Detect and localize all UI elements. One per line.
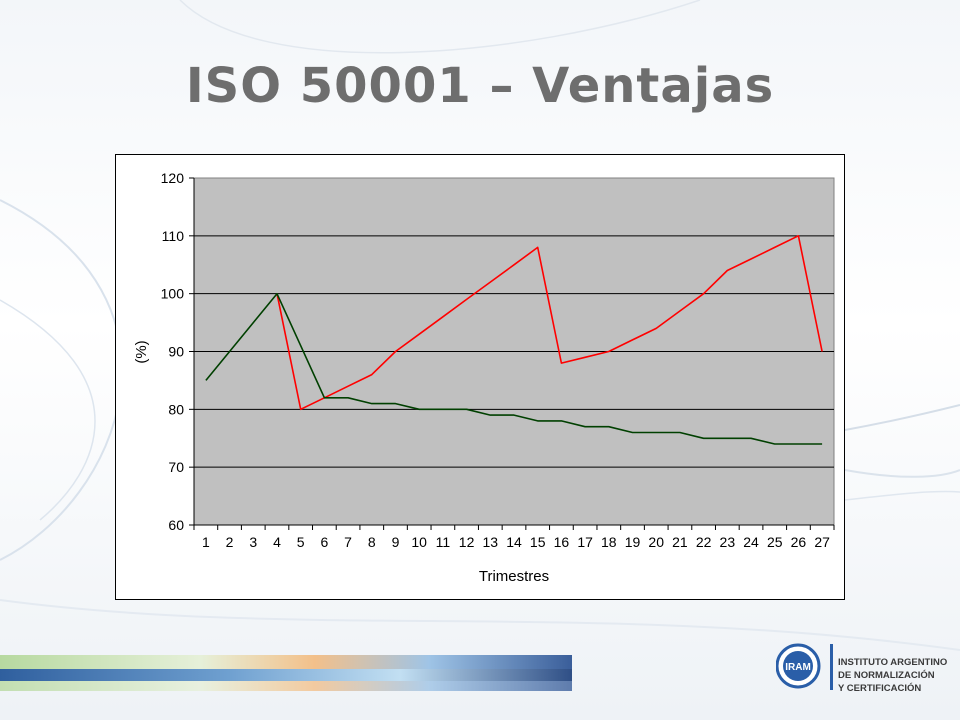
x-tick-label: 3 bbox=[249, 534, 257, 550]
x-tick-label: 24 bbox=[743, 534, 759, 550]
x-tick-label: 4 bbox=[273, 534, 281, 550]
chart-container: 60 70 80 90 100 110 120 1 2 3 4 5 6 7 8 9 10 11 12 13 14 15 1… bbox=[115, 154, 845, 600]
y-tick-label: 60 bbox=[168, 517, 184, 533]
series-line-2 bbox=[205, 292, 823, 445]
logo-mark-text: IRAM bbox=[785, 662, 811, 673]
x-tick-label: 12 bbox=[459, 534, 475, 550]
series-lines bbox=[205, 235, 823, 445]
iram-logo: IRAM bbox=[776, 643, 833, 690]
x-tick-label: 21 bbox=[672, 534, 688, 550]
x-tick-label: 18 bbox=[601, 534, 617, 550]
x-tick-label: 2 bbox=[226, 534, 234, 550]
x-tick-label: 25 bbox=[767, 534, 783, 550]
x-tick-label: 6 bbox=[320, 534, 328, 550]
y-tick-label: 120 bbox=[161, 170, 185, 186]
x-tick-label: 19 bbox=[625, 534, 641, 550]
x-tick-label: 14 bbox=[506, 534, 522, 550]
x-tick-label: 16 bbox=[554, 534, 570, 550]
x-axis-title: Trimestres bbox=[479, 568, 549, 585]
logo-line-3: Y CERTIFICACIÓN bbox=[838, 683, 922, 694]
x-tick-label: 7 bbox=[344, 534, 352, 550]
logo-line-2: DE NORMALIZACIÓN bbox=[838, 670, 935, 681]
x-tick-label: 11 bbox=[436, 534, 451, 550]
y-tick-label: 100 bbox=[161, 286, 185, 302]
x-tick-label: 8 bbox=[368, 534, 376, 550]
x-tick-label: 5 bbox=[297, 534, 305, 550]
y-tick-label: 110 bbox=[162, 228, 185, 244]
x-axis-ticks: 1 2 3 4 5 6 7 8 9 10 11 12 13 14 15 16 17 18 19 20 21 22 23 24 2… bbox=[193, 524, 835, 550]
x-tick-label: 22 bbox=[696, 534, 712, 550]
x-tick-label: 1 bbox=[202, 534, 210, 550]
footer-decorative-band bbox=[0, 655, 572, 691]
x-tick-label: 13 bbox=[483, 534, 499, 550]
y-tick-label: 80 bbox=[168, 401, 184, 417]
y-axis-title: (%) bbox=[133, 340, 150, 363]
logo-line-1: INSTITUTO ARGENTINO bbox=[838, 657, 948, 668]
x-tick-label: 15 bbox=[530, 534, 546, 550]
y-tick-label: 90 bbox=[168, 344, 184, 360]
x-tick-label: 27 bbox=[814, 534, 830, 550]
x-tick-label: 10 bbox=[411, 534, 427, 550]
series-line-1 bbox=[276, 235, 823, 411]
x-tick-label: 23 bbox=[720, 534, 736, 550]
x-tick-label: 17 bbox=[577, 534, 593, 550]
slide-title: ISO 50001 – Ventajas bbox=[185, 58, 775, 114]
y-tick-label: 70 bbox=[168, 459, 184, 475]
x-tick-label: 26 bbox=[791, 534, 807, 550]
x-tick-label: 20 bbox=[648, 534, 664, 550]
y-axis-ticks: 60 70 80 90 100 110 120 bbox=[161, 170, 195, 533]
x-tick-label: 9 bbox=[392, 534, 400, 550]
